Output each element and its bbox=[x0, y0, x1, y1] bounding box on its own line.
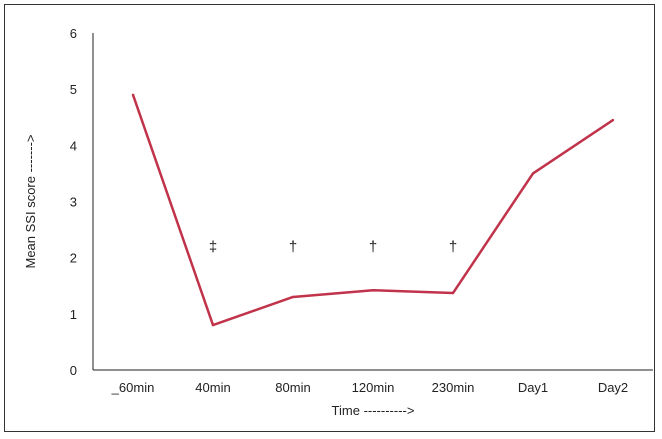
y-axis-title: Mean SSI score -------> bbox=[23, 135, 38, 269]
axes bbox=[92, 33, 653, 371]
data-point bbox=[211, 323, 215, 327]
annotation-markers: ‡ † † † bbox=[209, 238, 457, 255]
x-tick-label: 120min bbox=[352, 380, 395, 395]
y-tick-labels: 0 1 2 3 4 5 6 bbox=[70, 26, 77, 378]
data-point bbox=[291, 295, 295, 299]
x-tick-label: _60min bbox=[111, 380, 155, 395]
y-tick-label: 0 bbox=[70, 363, 77, 378]
data-point bbox=[371, 289, 375, 292]
x-tick-label: 80min bbox=[275, 380, 310, 395]
y-tick-label: 5 bbox=[70, 82, 77, 97]
significance-marker: † bbox=[289, 238, 297, 255]
x-tick-label: 230min bbox=[432, 380, 475, 395]
x-axis-title: Time ----------> bbox=[332, 403, 415, 418]
significance-marker: ‡ bbox=[209, 238, 217, 255]
y-tick-label: 6 bbox=[70, 26, 77, 41]
y-tick-label: 1 bbox=[70, 307, 77, 322]
data-point bbox=[451, 291, 455, 295]
y-tick-label: 4 bbox=[70, 138, 77, 153]
data-point bbox=[611, 118, 615, 122]
line-chart: 0 1 2 3 4 5 6 _60min 40min 80min 120min 230min Day1… bbox=[23, 26, 653, 418]
series-group bbox=[131, 93, 615, 327]
y-tick-label: 3 bbox=[70, 195, 77, 210]
x-tick-label: 40min bbox=[195, 380, 230, 395]
data-point bbox=[131, 93, 135, 96]
x-tick-label: Day1 bbox=[518, 380, 548, 395]
chart-frame: 0 1 2 3 4 5 6 _60min 40min 80min 120min 230min Day1… bbox=[4, 4, 655, 432]
significance-marker: † bbox=[369, 238, 377, 255]
significance-marker: † bbox=[449, 238, 457, 255]
x-tick-label: Day2 bbox=[598, 380, 628, 395]
data-point bbox=[531, 172, 535, 175]
x-tick-labels: _60min 40min 80min 120min 230min Day1 Day2 bbox=[111, 380, 629, 395]
y-tick-label: 2 bbox=[70, 251, 77, 266]
